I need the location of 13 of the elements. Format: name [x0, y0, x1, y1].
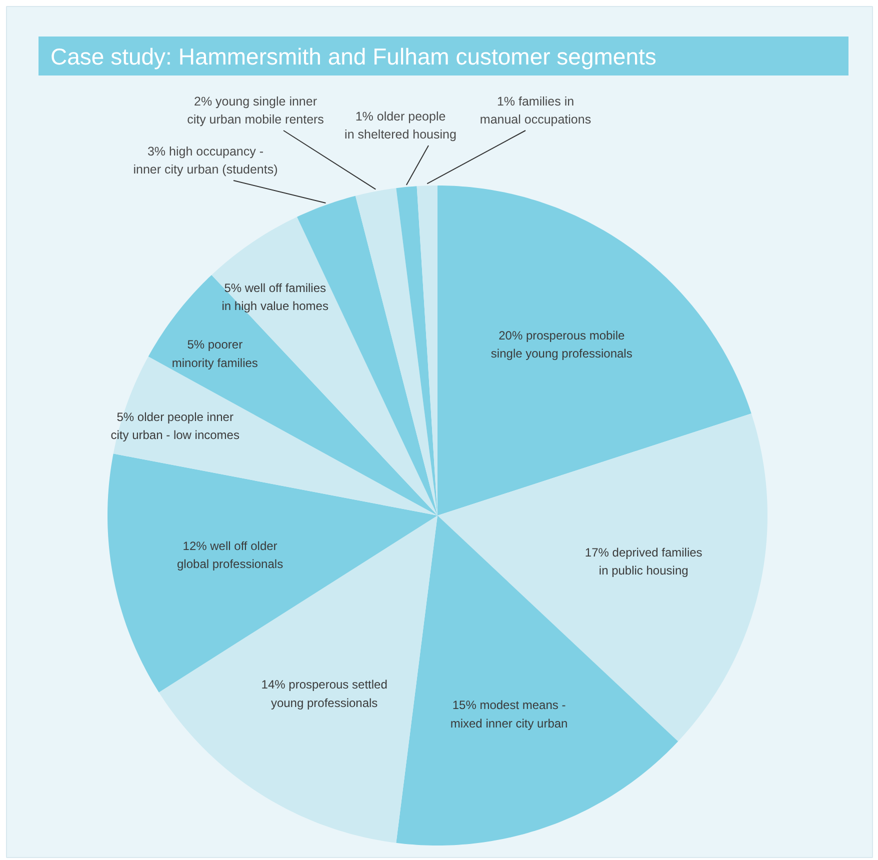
slice-label: 2% young single inner city urban mobile renters	[187, 94, 324, 127]
slice-label: 5% older people inner city urban - low incomes	[110, 410, 240, 442]
slice-label: 14% prosperous settled young professionals	[261, 678, 388, 710]
slice-label: 1% older people in sheltered housing	[344, 109, 456, 142]
slice-label: 12% well off older global professionals	[177, 538, 284, 572]
slice-label: 3% high occupancy - inner city urban (students)	[133, 144, 278, 177]
slice-label: 17% deprived families in public housing	[584, 545, 702, 578]
slice-label: 1% families in manual occupations	[480, 94, 592, 127]
slice-label: 5% poorer minority families	[172, 338, 258, 370]
slice-label: 15% modest means - mixed inner city urban	[450, 698, 568, 730]
slice-label: 20% prosperous mobile single young professionals	[490, 328, 632, 361]
slice-label: 5% well off families in high value homes	[222, 281, 328, 314]
chart-title: Case study: Hammersmith and Fulham customer segments	[50, 44, 656, 70]
